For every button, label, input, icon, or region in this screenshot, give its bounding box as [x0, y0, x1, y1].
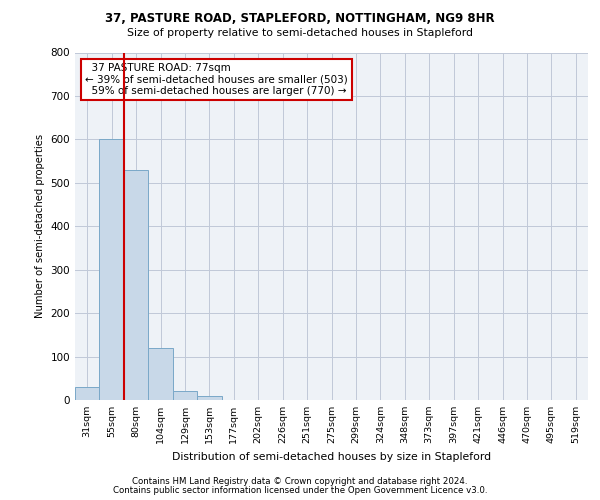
Bar: [148, 348, 173, 400]
Bar: [100, 140, 124, 400]
Bar: [124, 170, 148, 400]
Text: Size of property relative to semi-detached houses in Stapleford: Size of property relative to semi-detach…: [127, 28, 473, 38]
X-axis label: Distribution of semi-detached houses by size in Stapleford: Distribution of semi-detached houses by …: [172, 452, 491, 462]
Bar: [75, 387, 100, 400]
Bar: [173, 392, 197, 400]
Text: Contains public sector information licensed under the Open Government Licence v3: Contains public sector information licen…: [113, 486, 487, 495]
Text: 37, PASTURE ROAD, STAPLEFORD, NOTTINGHAM, NG9 8HR: 37, PASTURE ROAD, STAPLEFORD, NOTTINGHAM…: [105, 12, 495, 26]
Text: Contains HM Land Registry data © Crown copyright and database right 2024.: Contains HM Land Registry data © Crown c…: [132, 478, 468, 486]
Bar: [197, 396, 221, 400]
Text: 37 PASTURE ROAD: 77sqm
← 39% of semi-detached houses are smaller (503)
  59% of : 37 PASTURE ROAD: 77sqm ← 39% of semi-det…: [85, 63, 348, 96]
Y-axis label: Number of semi-detached properties: Number of semi-detached properties: [35, 134, 45, 318]
